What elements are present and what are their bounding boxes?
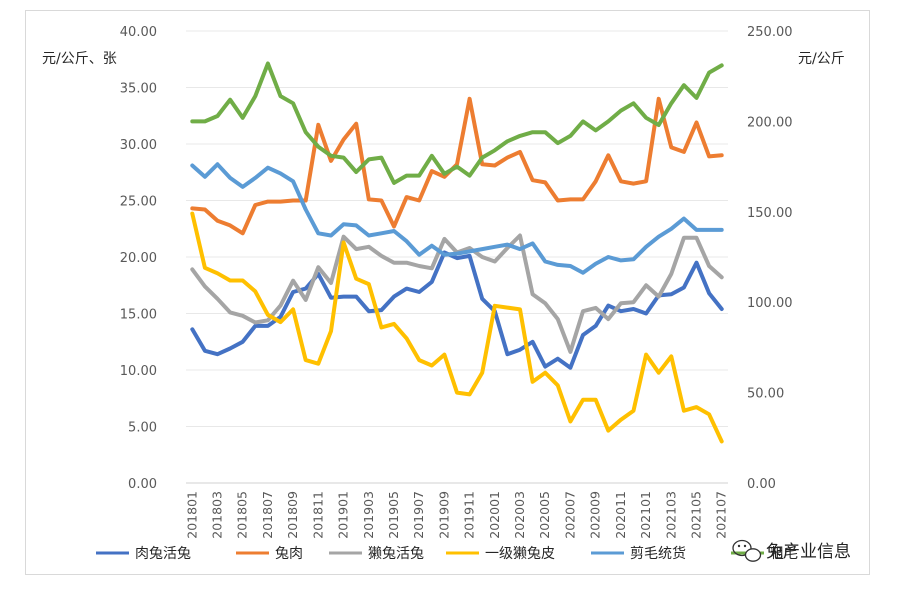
left-tick-label: 10.00	[120, 364, 157, 379]
legend-label: 兔肉	[275, 546, 303, 562]
legend-item: 一级獭兔皮	[446, 546, 555, 562]
x-tick-label: 201901	[336, 491, 351, 539]
x-tick-label: 202107	[714, 491, 729, 539]
left-tick-label: 15.00	[120, 308, 157, 323]
series-line	[190, 96, 724, 236]
left-tick-label: 30.00	[120, 138, 157, 153]
wechat-icon	[732, 539, 762, 562]
left-axis-unit: 元/公斤、张	[42, 51, 117, 67]
x-tick-label: 201805	[235, 491, 250, 539]
x-tick-label: 201803	[210, 491, 225, 539]
right-tick-label: 200.00	[747, 115, 793, 130]
legend-item: 剪毛统货	[591, 545, 686, 562]
legend: 肉兔活兔 兔肉 獭兔活兔 一级獭兔皮 剪毛统货 粗毛	[96, 545, 798, 562]
legend-label: 一级獭兔皮	[485, 546, 555, 562]
right-tick-label: 0.00	[747, 477, 776, 492]
left-tick-label: 5.00	[128, 421, 157, 436]
x-axis: 201801 201803 201805 201807 201809 201811 2019…	[184, 482, 729, 539]
legend-item: 肉兔活兔	[96, 546, 191, 562]
right-tick-label: 150.00	[747, 206, 793, 221]
left-tick-label: 25.00	[120, 195, 157, 210]
series-line	[190, 162, 724, 275]
series-line	[190, 250, 724, 370]
right-tick-label: 50.00	[747, 387, 784, 402]
x-tick-label: 201905	[386, 491, 401, 539]
right-axis-unit: 元/公斤	[798, 51, 845, 67]
x-tick-label: 202001	[487, 491, 502, 539]
legend-label: 剪毛统货	[630, 545, 686, 562]
right-axis: 0.00 50.00 100.00 150.00 200.00 250.00	[747, 25, 793, 492]
x-tick-label: 201811	[310, 491, 325, 539]
x-tick-label: 202103	[663, 491, 678, 539]
x-tick-label: 202011	[613, 491, 628, 539]
x-tick-label: 201903	[361, 491, 376, 539]
left-tick-label: 0.00	[128, 477, 157, 492]
right-tick-label: 100.00	[747, 296, 793, 311]
chart-frame: 0.00 5.00 10.00 15.00 20.00 25.00 30.00 35.00 40…	[25, 10, 870, 575]
watermark-text: 兔产业信息	[766, 542, 851, 562]
legend-item: 兔肉	[236, 546, 303, 562]
legend-item: 獭兔活兔	[329, 546, 424, 562]
x-tick-label: 201909	[436, 491, 451, 539]
left-tick-label: 40.00	[120, 25, 157, 40]
x-tick-label: 201809	[285, 491, 300, 539]
series-line	[190, 211, 724, 444]
x-tick-label: 202003	[512, 491, 527, 539]
watermark: 兔产业信息	[732, 539, 851, 562]
legend-label: 獭兔活兔	[368, 546, 424, 562]
grid-lines	[186, 30, 728, 427]
x-tick-label: 202105	[688, 491, 703, 539]
x-tick-label: 201907	[411, 491, 426, 539]
series-line	[190, 61, 724, 185]
series-lines	[190, 61, 724, 444]
line-chart: 0.00 5.00 10.00 15.00 20.00 25.00 30.00 35.00 40…	[42, 25, 851, 562]
left-axis: 0.00 5.00 10.00 15.00 20.00 25.00 30.00 35.00 40…	[120, 25, 157, 492]
x-tick-label: 202009	[588, 491, 603, 539]
left-tick-label: 35.00	[120, 82, 157, 97]
right-tick-label: 250.00	[747, 25, 793, 40]
x-tick-label: 202007	[562, 491, 577, 539]
x-tick-label: 202101	[638, 491, 653, 539]
x-tick-label: 201911	[462, 491, 477, 539]
x-tick-label: 201807	[260, 491, 275, 539]
x-tick-label: 202005	[537, 491, 552, 539]
legend-label: 粗毛	[770, 546, 798, 562]
legend-label: 肉兔活兔	[135, 546, 191, 562]
left-tick-label: 20.00	[120, 251, 157, 266]
x-tick-label: 201801	[184, 491, 199, 539]
